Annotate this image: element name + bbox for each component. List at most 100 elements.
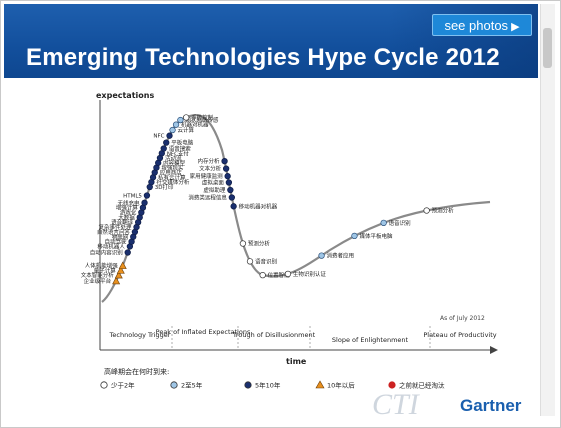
legend-item: 之前就已经淘汰	[388, 381, 445, 390]
point-label: 网状网络传感	[185, 116, 219, 124]
legend-item: 2至5年	[170, 381, 203, 390]
point-label: NFC支付	[167, 149, 190, 157]
see-photos-button[interactable]: see photos ▶	[432, 14, 532, 36]
point-label: 虚拟桌面	[202, 178, 225, 186]
legend-marker	[100, 381, 108, 389]
legend: 少于2年 2至5年 5年10年 10年以后 之前就已经淘汰	[100, 380, 445, 390]
legend-label: 之前就已经淘汰	[399, 381, 445, 390]
point-label: 文本分析	[199, 165, 222, 173]
point-marker	[225, 179, 233, 186]
point-label: 物联网	[112, 233, 129, 241]
point-label: NFC	[153, 134, 164, 140]
legend-label: 10年以后	[327, 381, 355, 390]
x-axis-label: time	[286, 357, 307, 366]
technology-point: 手势控制	[183, 113, 214, 121]
legend-marker	[244, 381, 252, 389]
play-triangle-icon: ▶	[511, 21, 520, 33]
point-marker	[124, 249, 131, 256]
technology-point: 文本分析	[199, 165, 230, 173]
point-marker	[114, 270, 123, 279]
point-marker	[423, 207, 430, 214]
technology-point: 家用健康监测	[190, 172, 231, 180]
technology-point: 虚拟助理	[203, 186, 234, 194]
technology-point: 内存分析	[198, 157, 228, 165]
legend-label: 5年10年	[255, 381, 281, 390]
legend-x-mark	[389, 382, 395, 388]
point-marker	[169, 126, 176, 134]
technology-point: 网状网络传感	[177, 116, 219, 124]
brand-logo: Gartner	[460, 396, 522, 415]
point-label: 机器对机器	[181, 121, 209, 129]
legend-marker	[315, 380, 325, 389]
point-marker	[112, 276, 121, 285]
point-label: 自然语言问答	[97, 228, 131, 236]
point-label: 语音识别	[389, 219, 411, 227]
point-label: 社交媒体分析	[156, 178, 190, 186]
technology-point: 语音翻译	[111, 218, 142, 226]
point-label: 人体机能增强	[85, 262, 119, 270]
point-label: 自动内容识别	[90, 248, 123, 256]
watermark-logo: CTI	[372, 388, 421, 421]
point-marker	[143, 192, 151, 199]
point-label: 家用健康监测	[190, 172, 224, 180]
point-label: 消费类远程信息	[188, 194, 227, 202]
technology-point: 语音搜索	[160, 145, 191, 153]
point-label: 位置智能	[268, 271, 291, 279]
technology-point: 文本智能分析	[81, 270, 123, 279]
point-label: 媒体平板电脑	[359, 232, 393, 240]
technology-point: 无线充电	[118, 199, 148, 207]
phase-label-0: Technology Trigger	[109, 331, 171, 339]
point-label: 企业级平台	[84, 277, 112, 285]
point-label: 预测分析	[248, 240, 271, 248]
technology-point: 生物识别认证	[284, 270, 327, 278]
point-label: 语音识别	[255, 257, 277, 265]
point-label: 云计算	[178, 126, 195, 134]
legend-item: 5年10年	[244, 381, 281, 390]
point-marker	[118, 261, 127, 269]
technology-point: 预测分析	[239, 240, 271, 248]
technology-point: 自动内容识别	[90, 248, 131, 256]
scrollbar-thumb[interactable]	[543, 28, 552, 68]
point-marker	[221, 157, 228, 165]
technology-point: 移动机器对机器	[230, 202, 278, 210]
point-label: 手势控制	[191, 113, 214, 121]
phase-label-2: Trough of Disillusionment	[232, 331, 316, 339]
technology-point: 虚拟桌面	[202, 178, 233, 186]
vertical-scrollbar[interactable]	[540, 4, 555, 416]
point-label: 预测分析	[432, 207, 455, 215]
point-label: 内存分析	[198, 157, 221, 165]
legend-item: 少于2年	[100, 381, 135, 390]
point-marker	[246, 258, 254, 265]
point-label: 游戏化	[120, 209, 137, 217]
technology-point: HTML5	[123, 192, 151, 199]
point-marker	[163, 139, 170, 146]
point-marker	[227, 186, 234, 194]
point-label: 移动机器对机器	[239, 202, 278, 210]
technology-point: 语音识别	[380, 219, 411, 227]
point-label: 文本智能分析	[81, 271, 115, 279]
point-label: 量子计算	[94, 266, 117, 274]
phase-label-1: Peak of Inflated Expectations	[156, 328, 251, 336]
see-photos-label: see photos	[444, 18, 509, 33]
page-title: Emerging Technologies Hype Cycle 2012	[26, 44, 500, 71]
point-label: 大数据	[118, 213, 135, 221]
technology-point: 位置智能	[259, 271, 291, 279]
legend-label: 2至5年	[181, 381, 203, 390]
technology-point: 云计算	[169, 126, 195, 134]
technology-point: 人体机能增强	[85, 261, 127, 270]
technology-point: 量子计算	[94, 266, 125, 274]
point-label: HTML5	[123, 193, 142, 199]
point-label: 应用商店	[160, 168, 183, 176]
point-marker	[259, 271, 266, 279]
point-marker	[183, 114, 190, 121]
point-label: 自动驾驶	[105, 238, 128, 246]
x-axis-arrow	[490, 346, 498, 354]
point-label: 内容模型	[163, 159, 186, 167]
point-marker	[284, 270, 292, 278]
technology-point: 消费者应用	[318, 252, 354, 260]
point-label: 生物识别认证	[293, 270, 327, 278]
point-label: 移动机器人	[97, 242, 125, 250]
phase-label-3: Slope of Enlightenment	[332, 336, 409, 344]
